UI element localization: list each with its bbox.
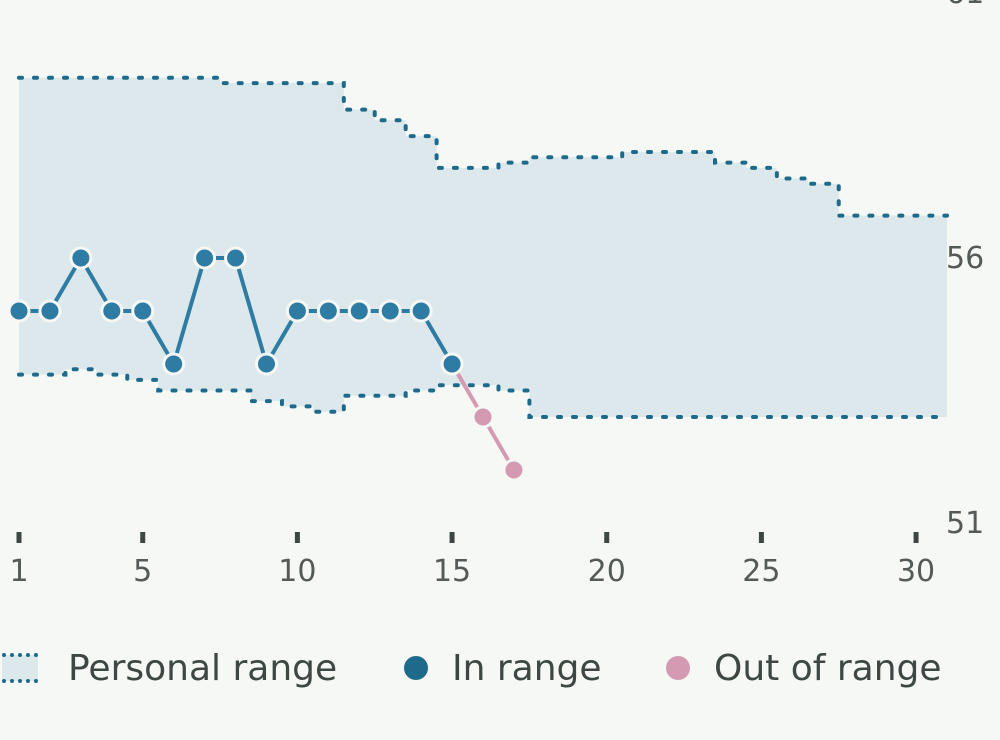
legend-label: In range (452, 647, 602, 689)
y-tick-label: 51 (946, 506, 984, 541)
in-range-dot-icon (404, 656, 428, 680)
legend: Personal range In range Out of range (0, 628, 1000, 708)
range-upper-bound (17, 75, 949, 218)
personal-range-band (19, 77, 947, 418)
x-tick-label: 5 (133, 554, 152, 589)
in-range-point (254, 352, 278, 376)
in-range-point (316, 299, 340, 323)
legend-item-out-of-range: Out of range (666, 628, 942, 708)
y-tick-label: 56 (946, 241, 984, 276)
in-range-point (285, 299, 309, 323)
y-tick-label: 61 (946, 0, 984, 11)
out-of-range-point (502, 458, 526, 482)
in-range-point (162, 352, 186, 376)
in-range-point (378, 299, 402, 323)
in-range-point (131, 299, 155, 323)
in-range-point (347, 299, 371, 323)
in-range-point (409, 299, 433, 323)
legend-label: Personal range (68, 647, 338, 689)
in-range-point (224, 246, 248, 270)
in-range-point (193, 246, 217, 270)
in-range-point (100, 299, 124, 323)
legend-label: Out of range (714, 647, 942, 689)
x-tick-label: 15 (433, 554, 471, 589)
x-tick-label: 1 (9, 554, 28, 589)
legend-item-personal-range: Personal range (2, 628, 337, 708)
x-tick-label: 25 (742, 554, 780, 589)
range-lower-bound (17, 367, 949, 419)
out-of-range-dot-icon (666, 656, 690, 680)
in-range-point (7, 299, 31, 323)
out-of-range-point (471, 405, 495, 429)
legend-item-in-range: In range (404, 628, 602, 708)
x-tick-label: 30 (897, 554, 935, 589)
in-range-point (69, 246, 93, 270)
x-tick-label: 20 (588, 554, 626, 589)
personal-range-swatch (2, 653, 38, 683)
x-tick-label: 10 (278, 554, 316, 589)
in-range-point (440, 352, 464, 376)
in-range-point (38, 299, 62, 323)
